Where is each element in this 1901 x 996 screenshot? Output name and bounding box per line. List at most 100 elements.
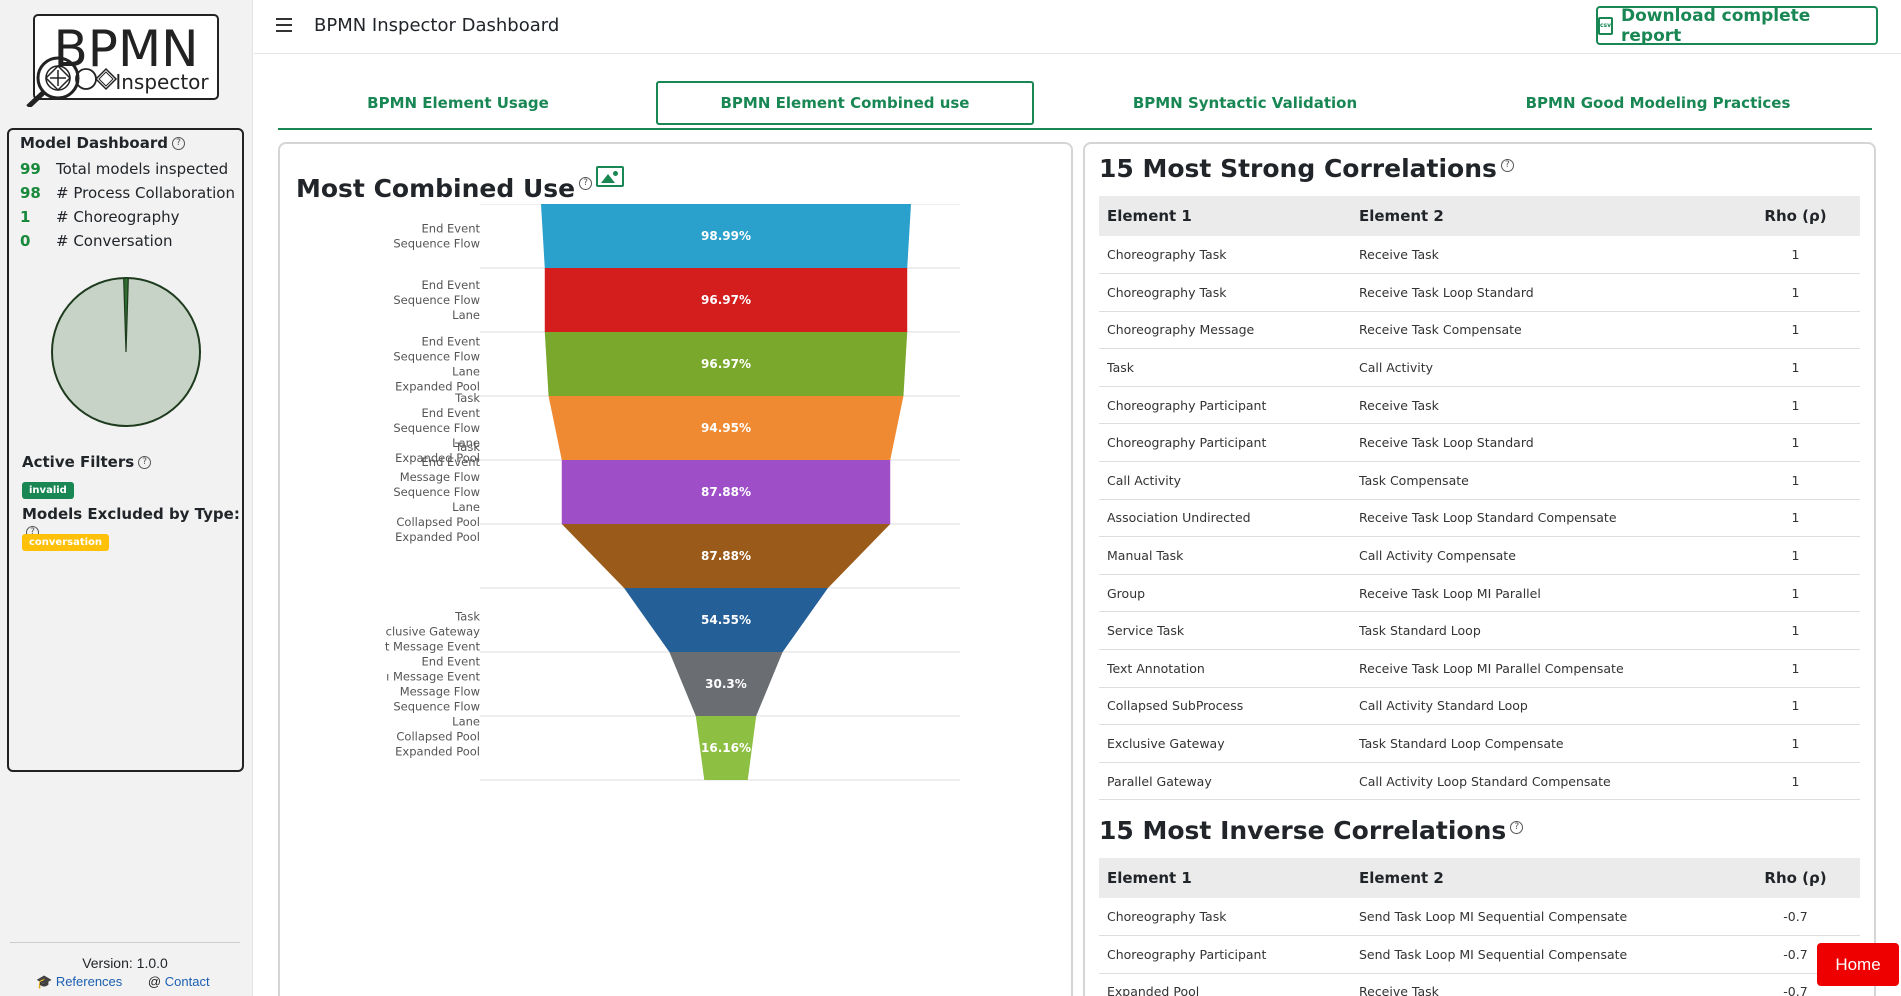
stat-total-models: 99 Total models inspected <box>20 160 229 178</box>
element-2-cell: Task Standard Loop <box>1351 611 1731 651</box>
active-filters-title: Active Filters? <box>22 453 152 471</box>
funnel-stage[interactable] <box>561 460 891 524</box>
funnel-element-label: Sequence Flow <box>393 700 480 714</box>
element-1-cell: Manual Task <box>1099 536 1351 575</box>
element-1-cell: Service Task <box>1099 611 1351 651</box>
combined-use-card: Most Combined Use? 98.99% End Event Sequen… <box>278 142 1073 996</box>
element-1-cell: Choreography Task <box>1099 236 1351 275</box>
element-2-cell: Receive Task <box>1351 386 1731 425</box>
stat-conversation: 0 # Conversation <box>20 232 173 250</box>
element-1-cell: Choreography Task <box>1099 273 1351 312</box>
funnel-element-label: Lane <box>452 365 480 379</box>
funnel-stage[interactable] <box>669 652 783 716</box>
sidebar-links: 🎓 References @ Contact <box>36 974 232 990</box>
element-1-cell: Choreography Participant <box>1099 935 1351 974</box>
sidebar: BPMN Inspector Model Dashboard? 99 Total … <box>0 0 253 996</box>
column-header[interactable]: Element 2 <box>1351 196 1731 236</box>
funnel-element-label: ı Message Event <box>386 670 480 684</box>
element-2-cell: Send Task Loop MI Sequential Compensate <box>1351 935 1731 974</box>
table-row: Text Annotation Receive Task Loop MI Para… <box>1099 649 1860 688</box>
rho-cell: 1 <box>1731 273 1860 312</box>
element-1-cell: Collapsed SubProcess <box>1099 687 1351 726</box>
funnel-stage[interactable] <box>695 716 757 780</box>
funnel-element-label: End Event <box>422 406 481 420</box>
home-button[interactable]: Home <box>1817 943 1899 986</box>
excluded-badge-conversation[interactable]: conversation <box>22 534 110 551</box>
funnel-stage[interactable] <box>544 268 908 332</box>
table-row: Choreography Task Receive Task 1 <box>1099 236 1860 275</box>
stat-choreography: 1 # Choreography <box>20 208 180 226</box>
column-header[interactable]: Rho (ρ) <box>1731 858 1860 898</box>
funnel-value-label: 54.55% <box>701 613 751 627</box>
rho-cell: 1 <box>1731 348 1860 387</box>
element-2-cell: Call Activity <box>1351 348 1731 387</box>
help-icon[interactable]: ? <box>138 456 152 469</box>
funnel-element-label: Collapsed Pool <box>396 515 480 529</box>
funnel-element-label: Expanded Pool <box>395 451 480 465</box>
app-title: BPMN Inspector Dashboard <box>314 15 560 36</box>
funnel-stage[interactable] <box>541 204 911 268</box>
funnel-element-label: Task <box>454 391 480 405</box>
funnel-element-label: Sequence Flow <box>393 350 480 364</box>
table-row: Manual Task Call Activity Compensate 1 <box>1099 536 1860 575</box>
funnel-stage[interactable] <box>548 396 904 460</box>
funnel-element-label: t Message Event <box>385 640 481 654</box>
column-header[interactable]: Element 2 <box>1351 858 1731 898</box>
model-type-pie-chart[interactable] <box>49 275 203 429</box>
funnel-stage[interactable] <box>624 588 828 652</box>
main-tabs: BPMN Element Usage BPMN Element Combined… <box>278 81 1872 130</box>
table-row: Collapsed SubProcess Call Activity Standa… <box>1099 687 1860 726</box>
download-report-button[interactable]: csv Download complete report <box>1596 6 1878 46</box>
element-2-cell: Call Activity Loop Standard Compensate <box>1351 762 1731 801</box>
funnel-element-label: Collapsed Pool <box>396 730 480 744</box>
tab-good-modeling-practices[interactable]: BPMN Good Modeling Practices <box>1525 94 1791 112</box>
funnel-element-label: End Event <box>422 455 481 469</box>
table-row: Call Activity Task Compensate 1 <box>1099 461 1860 500</box>
table-row: Choreography Participant Send Task Loop M… <box>1099 935 1860 974</box>
element-2-cell: Receive Task Loop MI Parallel <box>1351 574 1731 613</box>
references-link[interactable]: 🎓 References <box>36 974 123 989</box>
element-1-cell: Choreography Participant <box>1099 423 1351 463</box>
funnel-element-label: Sequence Flow <box>393 485 480 499</box>
funnel-value-label: 96.97% <box>701 293 751 307</box>
table-row: Parallel Gateway Call Activity Loop Stand… <box>1099 762 1860 801</box>
help-icon[interactable]: ? <box>172 137 185 150</box>
tab-element-usage[interactable]: BPMN Element Usage <box>367 94 549 112</box>
funnel-element-label: End Event <box>422 278 481 292</box>
contact-link[interactable]: @ Contact <box>147 974 210 989</box>
table-row: Choreography Task Send Task Loop MI Seque… <box>1099 898 1860 937</box>
element-2-cell: Receive Task Loop Standard <box>1351 273 1731 312</box>
column-header[interactable]: Element 1 <box>1099 196 1351 236</box>
table-row: Choreography Participant Receive Task 1 <box>1099 386 1860 425</box>
tab-element-combined-use[interactable]: BPMN Element Combined use <box>656 81 1034 125</box>
hamburger-menu-icon[interactable] <box>276 18 292 32</box>
rho-cell: 1 <box>1731 311 1860 350</box>
element-2-cell: Receive Task Loop MI Parallel Compensate <box>1351 649 1731 688</box>
funnel-element-label: Sequence Flow <box>393 421 480 435</box>
column-header[interactable]: Rho (ρ) <box>1731 196 1860 236</box>
help-icon[interactable]: ? <box>1500 159 1514 172</box>
table-row: Association Undirected Receive Task Loop … <box>1099 499 1860 538</box>
column-header[interactable]: Element 1 <box>1099 858 1351 898</box>
funnel-stage[interactable] <box>561 524 891 588</box>
logo-subtitle: Inspector <box>115 70 209 94</box>
bpmn-inspector-logo[interactable]: BPMN Inspector <box>22 14 220 107</box>
rho-cell: 1 <box>1731 611 1860 651</box>
strong-correlations-table: Element 1 Element 2 Rho (ρ) Choreography… <box>1099 196 1860 801</box>
tab-syntactic-validation[interactable]: BPMN Syntactic Validation <box>1132 94 1358 112</box>
funnel-stage[interactable] <box>544 332 908 396</box>
image-icon[interactable] <box>596 166 625 187</box>
table-row: Choreography Task Receive Task Loop Stand… <box>1099 273 1860 312</box>
filter-badge-invalid[interactable]: invalid <box>22 482 74 499</box>
inverse-correlations-table: Element 1 Element 2 Rho (ρ) Choreography… <box>1099 858 1860 996</box>
funnel-element-label: Lane <box>452 436 480 450</box>
rho-cell: 1 <box>1731 536 1860 575</box>
funnel-element-label: End Event <box>422 655 481 669</box>
pie-slice-choreography[interactable] <box>123 277 129 353</box>
element-1-cell: Task <box>1099 348 1351 387</box>
element-1-cell: Association Undirected <box>1099 499 1351 538</box>
correlations-card: 15 Most Strong Correlations? Element 1 E… <box>1083 142 1876 996</box>
help-icon[interactable]: ? <box>579 177 593 190</box>
help-icon[interactable]: ? <box>1510 821 1524 834</box>
funnel-element-label: Task <box>454 440 480 454</box>
